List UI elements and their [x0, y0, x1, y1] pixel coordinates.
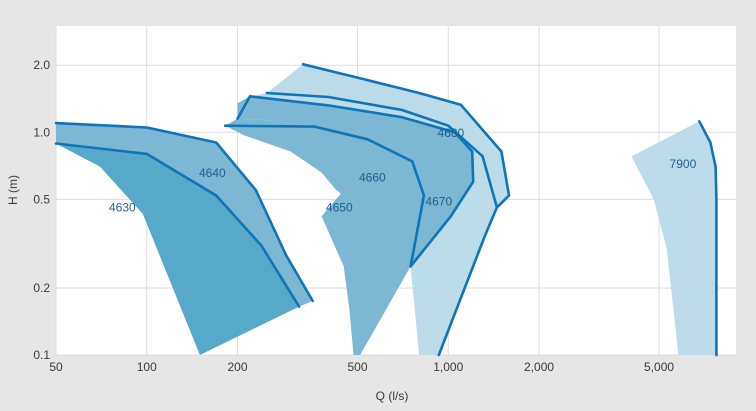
- y-tick-label: 0.2: [33, 281, 50, 295]
- pump-area-7900: [631, 121, 717, 355]
- x-tick-label: 5,000: [644, 360, 674, 374]
- pump-curve-7900: [697, 120, 718, 357]
- x-tick-label: 200: [228, 360, 248, 374]
- pump-area-4630: [56, 143, 300, 355]
- pump-area-4660: [237, 96, 474, 267]
- pump-area-4670: [250, 93, 497, 355]
- pump-curves: [54, 63, 718, 357]
- x-tick-label: 500: [348, 360, 368, 374]
- pump-curve-4680: [301, 63, 511, 209]
- pump-labels: 4630 4640 4650 4660 4670 4680 7900: [109, 126, 697, 214]
- pump-curve-4650: [223, 124, 426, 268]
- curve-label-4670: 4670: [425, 194, 452, 208]
- curve-label-4680: 4680: [438, 126, 465, 140]
- pump-curve-4630: [54, 142, 301, 308]
- curve-label-4650: 4650: [326, 201, 353, 215]
- y-tick-label: 2.0: [33, 58, 50, 72]
- curve-label-4630: 4630: [109, 201, 136, 215]
- x-axis-label: Q (l/s): [376, 389, 409, 403]
- pump-areas: [56, 64, 717, 355]
- x-tick-label: 100: [137, 360, 157, 374]
- curve-label-4640: 4640: [199, 166, 226, 180]
- pump-curve-4640: [54, 121, 315, 303]
- pump-curve-4670: [265, 91, 499, 357]
- y-tick-label: 0.5: [33, 192, 50, 206]
- y-axis-ticks: 0.1 0.2 0.5 1.0 2.0: [33, 58, 50, 362]
- x-tick-label: 1,000: [433, 360, 463, 374]
- pump-area-4640: [56, 123, 313, 307]
- y-tick-label: 1.0: [33, 125, 50, 139]
- y-tick-label: 0.1: [33, 348, 50, 362]
- x-tick-label: 50: [49, 360, 63, 374]
- curve-label-7900: 7900: [670, 157, 697, 171]
- x-axis-ticks: 50 100 200 500 1,000 2,000 5,000: [49, 360, 674, 374]
- y-axis-label: H (m): [6, 175, 20, 205]
- curve-label-4660: 4660: [359, 171, 386, 185]
- pump-area-4650: [225, 118, 424, 355]
- x-tick-label: 2,000: [524, 360, 554, 374]
